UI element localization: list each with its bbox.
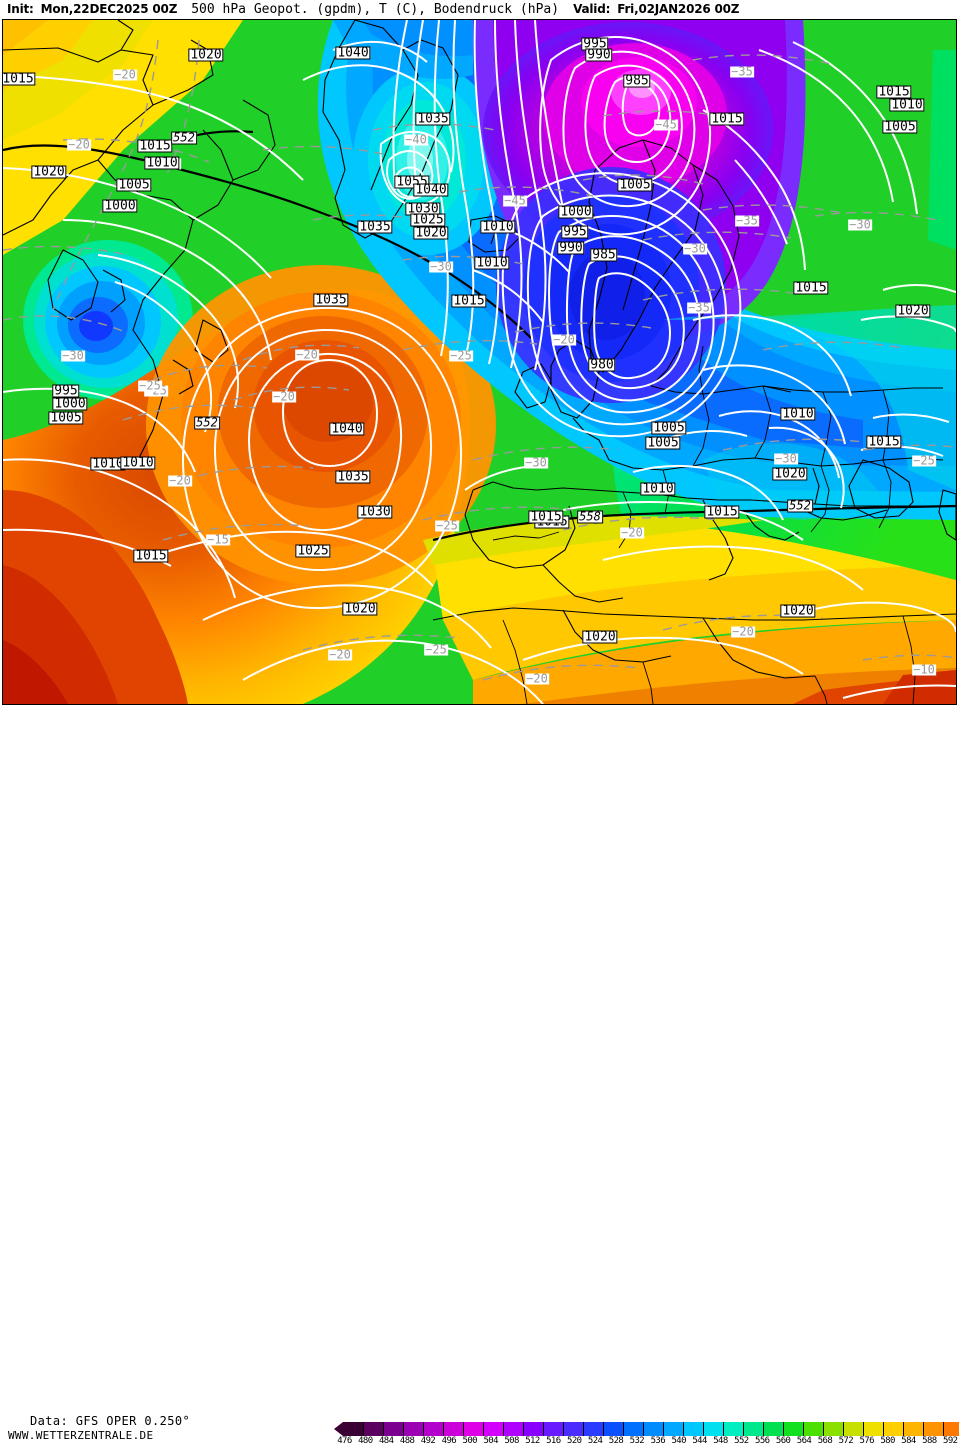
color-scale-tick: 500 bbox=[462, 1436, 478, 1446]
color-scale-tick: 540 bbox=[671, 1436, 686, 1446]
map-header: Init: Mon,22DEC2025 00Z 500 hPa Geopot. … bbox=[0, 0, 959, 18]
map-frame[interactable]: −20 −20 −25 −25 −30 −25 −20 −15 −20 −20 −25 −25 −20−… bbox=[2, 19, 957, 705]
color-scale-tick: 496 bbox=[441, 1436, 457, 1446]
color-scale-bar[interactable] bbox=[334, 1422, 959, 1436]
color-swatch bbox=[803, 1422, 823, 1436]
color-scale-tick: 528 bbox=[608, 1436, 624, 1446]
color-swatch bbox=[663, 1422, 683, 1436]
color-swatch bbox=[543, 1422, 563, 1436]
field-description: 500 hPa Geopot. (gpdm), T (C), Bodendruc… bbox=[191, 1, 560, 17]
valid-label: Valid: bbox=[573, 2, 611, 16]
color-scale-tick: 480 bbox=[358, 1436, 373, 1446]
color-scale-tick: 548 bbox=[713, 1436, 728, 1446]
color-swatch bbox=[603, 1422, 623, 1436]
color-swatch bbox=[443, 1422, 463, 1436]
color-scale-tick: 492 bbox=[420, 1436, 436, 1446]
color-scale-swatches bbox=[343, 1422, 959, 1436]
color-swatch bbox=[763, 1422, 783, 1436]
color-scale-tick: 572 bbox=[838, 1436, 854, 1446]
map-canvas[interactable]: −20 −20 −25 −25 −30 −25 −20 −15 −20 −20 −25 −25 −20−… bbox=[3, 20, 956, 704]
color-scale-tick: 476 bbox=[337, 1436, 352, 1446]
color-swatch bbox=[463, 1422, 483, 1436]
color-swatch bbox=[683, 1422, 703, 1436]
color-scale-tick: 552 bbox=[734, 1436, 749, 1446]
color-scale-tick: 556 bbox=[755, 1436, 770, 1446]
data-source-text: Data: GFS OPER 0.250° bbox=[30, 1414, 191, 1428]
color-scale-tick: 512 bbox=[525, 1436, 540, 1446]
color-scale-tick: 516 bbox=[546, 1436, 561, 1446]
color-scale-tick: 584 bbox=[901, 1436, 916, 1446]
color-scale-low-arrow bbox=[334, 1422, 343, 1436]
color-swatch bbox=[503, 1422, 523, 1436]
isobar-layer bbox=[3, 20, 956, 704]
color-scale-tick: 524 bbox=[587, 1436, 603, 1446]
color-swatch bbox=[483, 1422, 503, 1436]
color-swatch bbox=[343, 1422, 363, 1436]
color-scale-tick: 564 bbox=[796, 1436, 812, 1446]
color-scale-ticks: 476 480 484 488 492 496 500 504 508 512 516 520 524 5… bbox=[334, 1436, 959, 1447]
color-swatch bbox=[423, 1422, 443, 1436]
color-scale-tick: 588 bbox=[922, 1436, 937, 1446]
color-scale-tick: 580 bbox=[880, 1436, 895, 1446]
valid-value: Fri,02JAN2026 00Z bbox=[617, 2, 740, 16]
color-swatch bbox=[943, 1422, 959, 1436]
color-swatch bbox=[623, 1422, 643, 1436]
color-swatch bbox=[723, 1422, 743, 1436]
color-scale-tick: 592 bbox=[943, 1436, 958, 1446]
color-swatch bbox=[403, 1422, 423, 1436]
color-swatch bbox=[823, 1422, 843, 1436]
color-scale-tick: 520 bbox=[567, 1436, 582, 1446]
color-scale-tick: 484 bbox=[378, 1436, 394, 1446]
init-label: Init: bbox=[7, 2, 34, 16]
color-swatch bbox=[903, 1422, 923, 1436]
color-swatch bbox=[743, 1422, 763, 1436]
color-swatch bbox=[843, 1422, 863, 1436]
color-scale-tick: 532 bbox=[629, 1436, 645, 1446]
color-swatch bbox=[523, 1422, 543, 1436]
color-scale-tick: 560 bbox=[775, 1436, 791, 1446]
color-scale-tick: 536 bbox=[650, 1436, 666, 1446]
color-swatch bbox=[703, 1422, 723, 1436]
website-url-text: WWW.WETTERZENTRALE.DE bbox=[8, 1429, 154, 1442]
color-swatch bbox=[863, 1422, 883, 1436]
color-scale-tick: 504 bbox=[483, 1436, 498, 1446]
map-footer: Data: GFS OPER 0.250° WWW.WETTERZENTRALE… bbox=[0, 706, 959, 1446]
color-swatch bbox=[583, 1422, 603, 1436]
color-scale-tick: 576 bbox=[859, 1436, 874, 1446]
color-scale-tick: 544 bbox=[692, 1436, 707, 1446]
color-swatch bbox=[563, 1422, 583, 1436]
init-value: Mon,22DEC2025 00Z bbox=[40, 2, 178, 16]
color-swatch bbox=[363, 1422, 383, 1436]
color-swatch bbox=[383, 1422, 403, 1436]
color-swatch bbox=[923, 1422, 943, 1436]
color-scale-tick: 508 bbox=[504, 1436, 519, 1446]
color-scale-tick: 488 bbox=[399, 1436, 415, 1446]
color-scale-tick: 568 bbox=[817, 1436, 833, 1446]
color-swatch bbox=[783, 1422, 803, 1436]
temperature-contour-layer bbox=[3, 39, 956, 681]
color-swatch bbox=[883, 1422, 903, 1436]
color-swatch bbox=[643, 1422, 663, 1436]
